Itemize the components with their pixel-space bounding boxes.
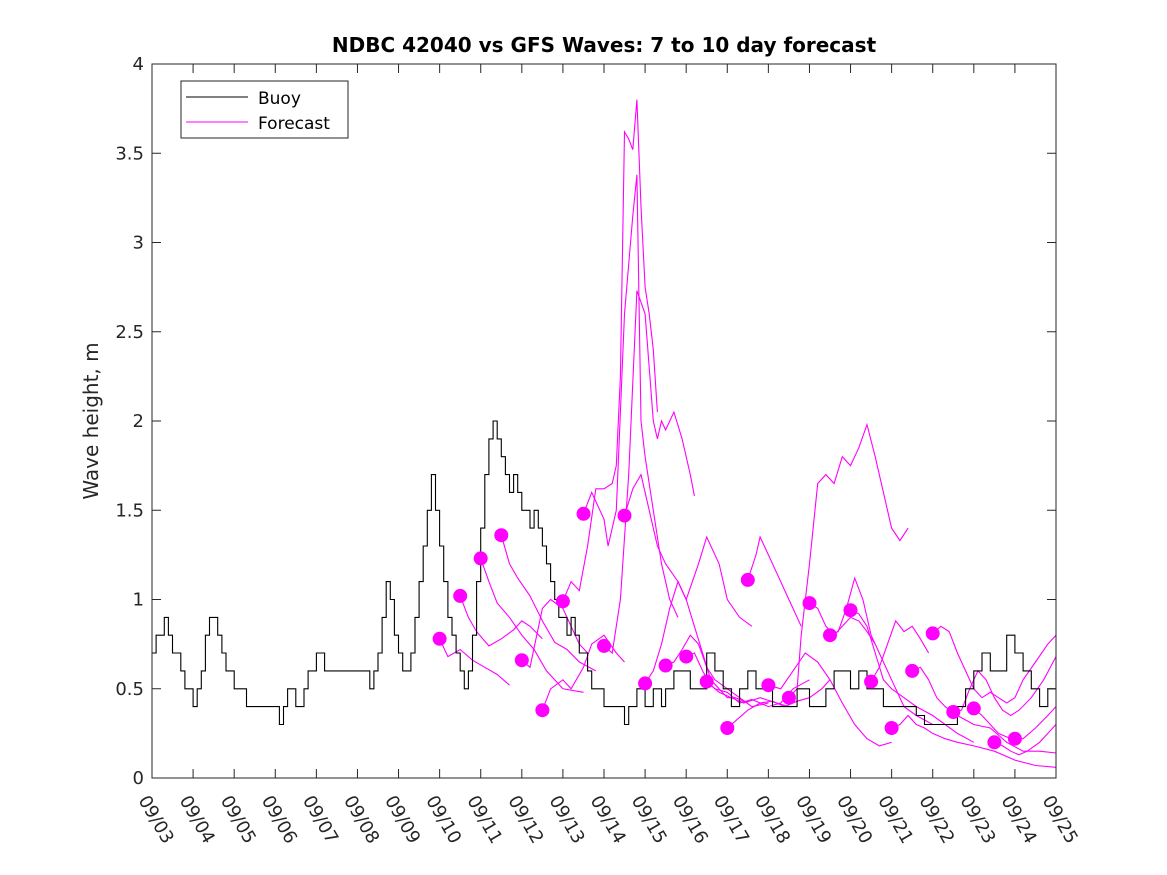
- y-tick-label: 3: [133, 233, 144, 254]
- forecast-point-3: [494, 528, 509, 543]
- forecast-point-26: [966, 701, 981, 716]
- y-axis-label: Wave height, m: [79, 342, 103, 499]
- forecast-point-25: [946, 705, 961, 719]
- y-tick-label: 2: [133, 411, 144, 432]
- buoy-line-group: [152, 420, 1056, 726]
- forecast-point-24: [925, 626, 940, 641]
- forecast-point-2: [473, 551, 488, 566]
- forecast-series-line-25: [953, 656, 1056, 717]
- forecast-series-line-24: [932, 625, 1056, 704]
- forecast-point-15: [740, 572, 755, 587]
- plot-content: [152, 99, 1056, 768]
- forecast-series-line-10: [644, 580, 749, 704]
- forecast-series-line-2: [480, 558, 584, 693]
- forecast-point-23: [905, 663, 920, 678]
- forecast-point-4: [514, 653, 529, 668]
- forecast-point-11: [658, 658, 673, 673]
- forecast-lines: [439, 99, 1056, 768]
- forecast-point-19: [823, 628, 837, 643]
- y-tick-label: 0.5: [115, 679, 144, 700]
- forecast-series-line-5: [541, 634, 625, 711]
- forecast-point-16: [761, 678, 776, 693]
- legend-box: [180, 80, 349, 139]
- forecast-point-27: [987, 735, 1002, 750]
- forecast-series-line-19: [829, 576, 933, 725]
- forecast-series-line-12: [685, 652, 790, 708]
- legend-label-forecast: Forecast: [258, 114, 330, 134]
- forecast-series-line-22: [891, 714, 1056, 768]
- forecast-point-13: [699, 674, 714, 689]
- forecast-point-7: [576, 506, 591, 521]
- forecast-series-line-18: [809, 602, 876, 645]
- y-tick-label: 1.5: [115, 500, 144, 521]
- y-tick-label: 2.5: [115, 322, 144, 343]
- forecast-point-0: [432, 631, 447, 646]
- legend-label-buoy: Buoy: [258, 89, 301, 109]
- forecast-series-line-27: [994, 724, 1056, 756]
- forecast-point-9: [617, 508, 632, 523]
- y-tick-label: 4: [133, 54, 144, 75]
- forecast-series-line-15: [747, 535, 802, 627]
- chart-title: NDBC 42040 vs GFS Waves: 7 to 10 day for…: [332, 33, 877, 57]
- y-tick-label: 0: [133, 768, 144, 789]
- forecast-point-1: [453, 588, 468, 603]
- forecast-series-line-14: [726, 679, 831, 729]
- forecast-point-8: [597, 638, 611, 653]
- forecast-point-20: [843, 603, 858, 618]
- y-tick-label: 3.5: [115, 143, 144, 164]
- forecast-point-10: [638, 676, 653, 691]
- forecast-point-5: [535, 703, 550, 718]
- forecast-series-line-8: [603, 290, 695, 655]
- forecast-point-6: [555, 594, 570, 609]
- forecast-point-12: [679, 649, 694, 664]
- forecast-series-line-20: [850, 609, 975, 743]
- plot-area: [152, 64, 1056, 778]
- forecast-point-28: [1007, 731, 1022, 746]
- forecast-point-18: [802, 596, 817, 611]
- forecast-point-17: [781, 690, 796, 705]
- forecast-series-line-6: [562, 99, 658, 602]
- forecast-series-line-7: [582, 174, 679, 618]
- forecast-point-22: [884, 721, 899, 735]
- forecast-series-line-1: [459, 595, 543, 647]
- forecast-series-line-16: [768, 652, 892, 747]
- forecast-series-line-3: [500, 535, 597, 672]
- y-tick-label: 1: [133, 590, 144, 611]
- forecast-point-21: [864, 674, 879, 689]
- buoy-line: [152, 420, 1056, 726]
- forecast-series-line-21: [870, 619, 930, 682]
- forecast-point-14: [720, 721, 735, 735]
- legend: Buoy Forecast: [180, 80, 349, 139]
- forecast-markers: [432, 506, 1022, 750]
